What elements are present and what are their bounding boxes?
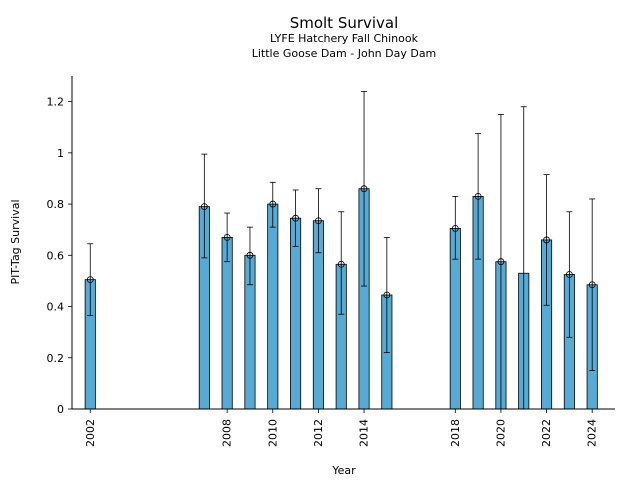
error-bar-2009: [246, 226, 253, 286]
x-tick-label: 2022: [540, 419, 553, 447]
y-tick-label: 0.6: [47, 249, 65, 262]
error-bar-2015: [383, 236, 390, 354]
error-bar-2010: [269, 181, 276, 228]
error-bar-2002: [87, 243, 94, 316]
y-axis-ticks: 0 0.2 0.4 0.6 0.8 1 1.2: [47, 96, 72, 416]
chart-title: Smolt Survival: [290, 14, 399, 32]
bar-2010: [267, 203, 279, 410]
error-bar-series: [87, 90, 596, 410]
bar-2011: [290, 217, 302, 410]
point-marker-2020: [497, 258, 505, 266]
point-marker-series: [86, 185, 596, 299]
x-tick-label: 2008: [221, 419, 234, 447]
bar-2008: [221, 236, 233, 410]
y-tick-label: 1: [57, 147, 64, 160]
error-bar-2012: [315, 188, 322, 254]
point-marker-2002: [86, 276, 94, 284]
y-tick-label: 0.8: [47, 198, 65, 211]
point-marker-2011: [292, 214, 299, 222]
x-tick-label: 2002: [84, 419, 97, 447]
error-bar-2013: [338, 211, 345, 315]
chart-subtitle-line-2: Little Goose Dam - John Day Dam: [252, 47, 437, 60]
x-tick-label: 2010: [266, 419, 279, 447]
error-bar-2007: [201, 153, 208, 259]
point-marker-2013: [337, 260, 345, 268]
y-tick-label: 1.2: [47, 96, 65, 109]
point-marker-2024: [588, 281, 596, 289]
point-marker-2018: [451, 225, 459, 232]
point-marker-2014: [360, 185, 368, 193]
x-axis-label: Year: [331, 464, 356, 477]
x-tick-label: 2024: [586, 419, 599, 447]
point-marker-2015: [383, 291, 391, 299]
point-marker-2010: [269, 200, 277, 208]
error-bar-2014: [361, 90, 368, 287]
x-tick-label: 2020: [494, 419, 507, 447]
error-bar-2023: [566, 211, 573, 338]
point-marker-2023: [565, 271, 573, 278]
y-axis-label: PIT-Tag Survival: [9, 199, 22, 284]
error-bar-2022: [543, 174, 550, 306]
point-marker-2022: [543, 236, 550, 244]
error-bar-2018: [452, 195, 459, 260]
point-marker-2007: [200, 203, 208, 211]
point-marker-2008: [223, 233, 231, 241]
x-tick-label: 2012: [312, 419, 325, 447]
point-marker-2009: [246, 251, 254, 259]
error-bar-2011: [292, 189, 299, 247]
y-tick-label: 0.4: [47, 301, 65, 314]
point-marker-2012: [315, 217, 322, 225]
x-tick-label: 2014: [358, 419, 371, 447]
error-bar-2024: [589, 198, 596, 371]
y-tick-label: 0: [57, 403, 64, 416]
error-bar-2008: [224, 212, 231, 263]
x-tick-label: 2018: [449, 419, 462, 447]
chart-subtitle-line-1: LYFE Hatchery Fall Chinook: [270, 32, 419, 45]
x-axis-ticks: 2002 2008 2010 2012 2014 2018 2020 2022 2024: [84, 409, 599, 447]
error-bar-2019: [475, 133, 482, 260]
y-tick-label: 0.2: [47, 352, 65, 365]
point-marker-2019: [474, 192, 482, 200]
